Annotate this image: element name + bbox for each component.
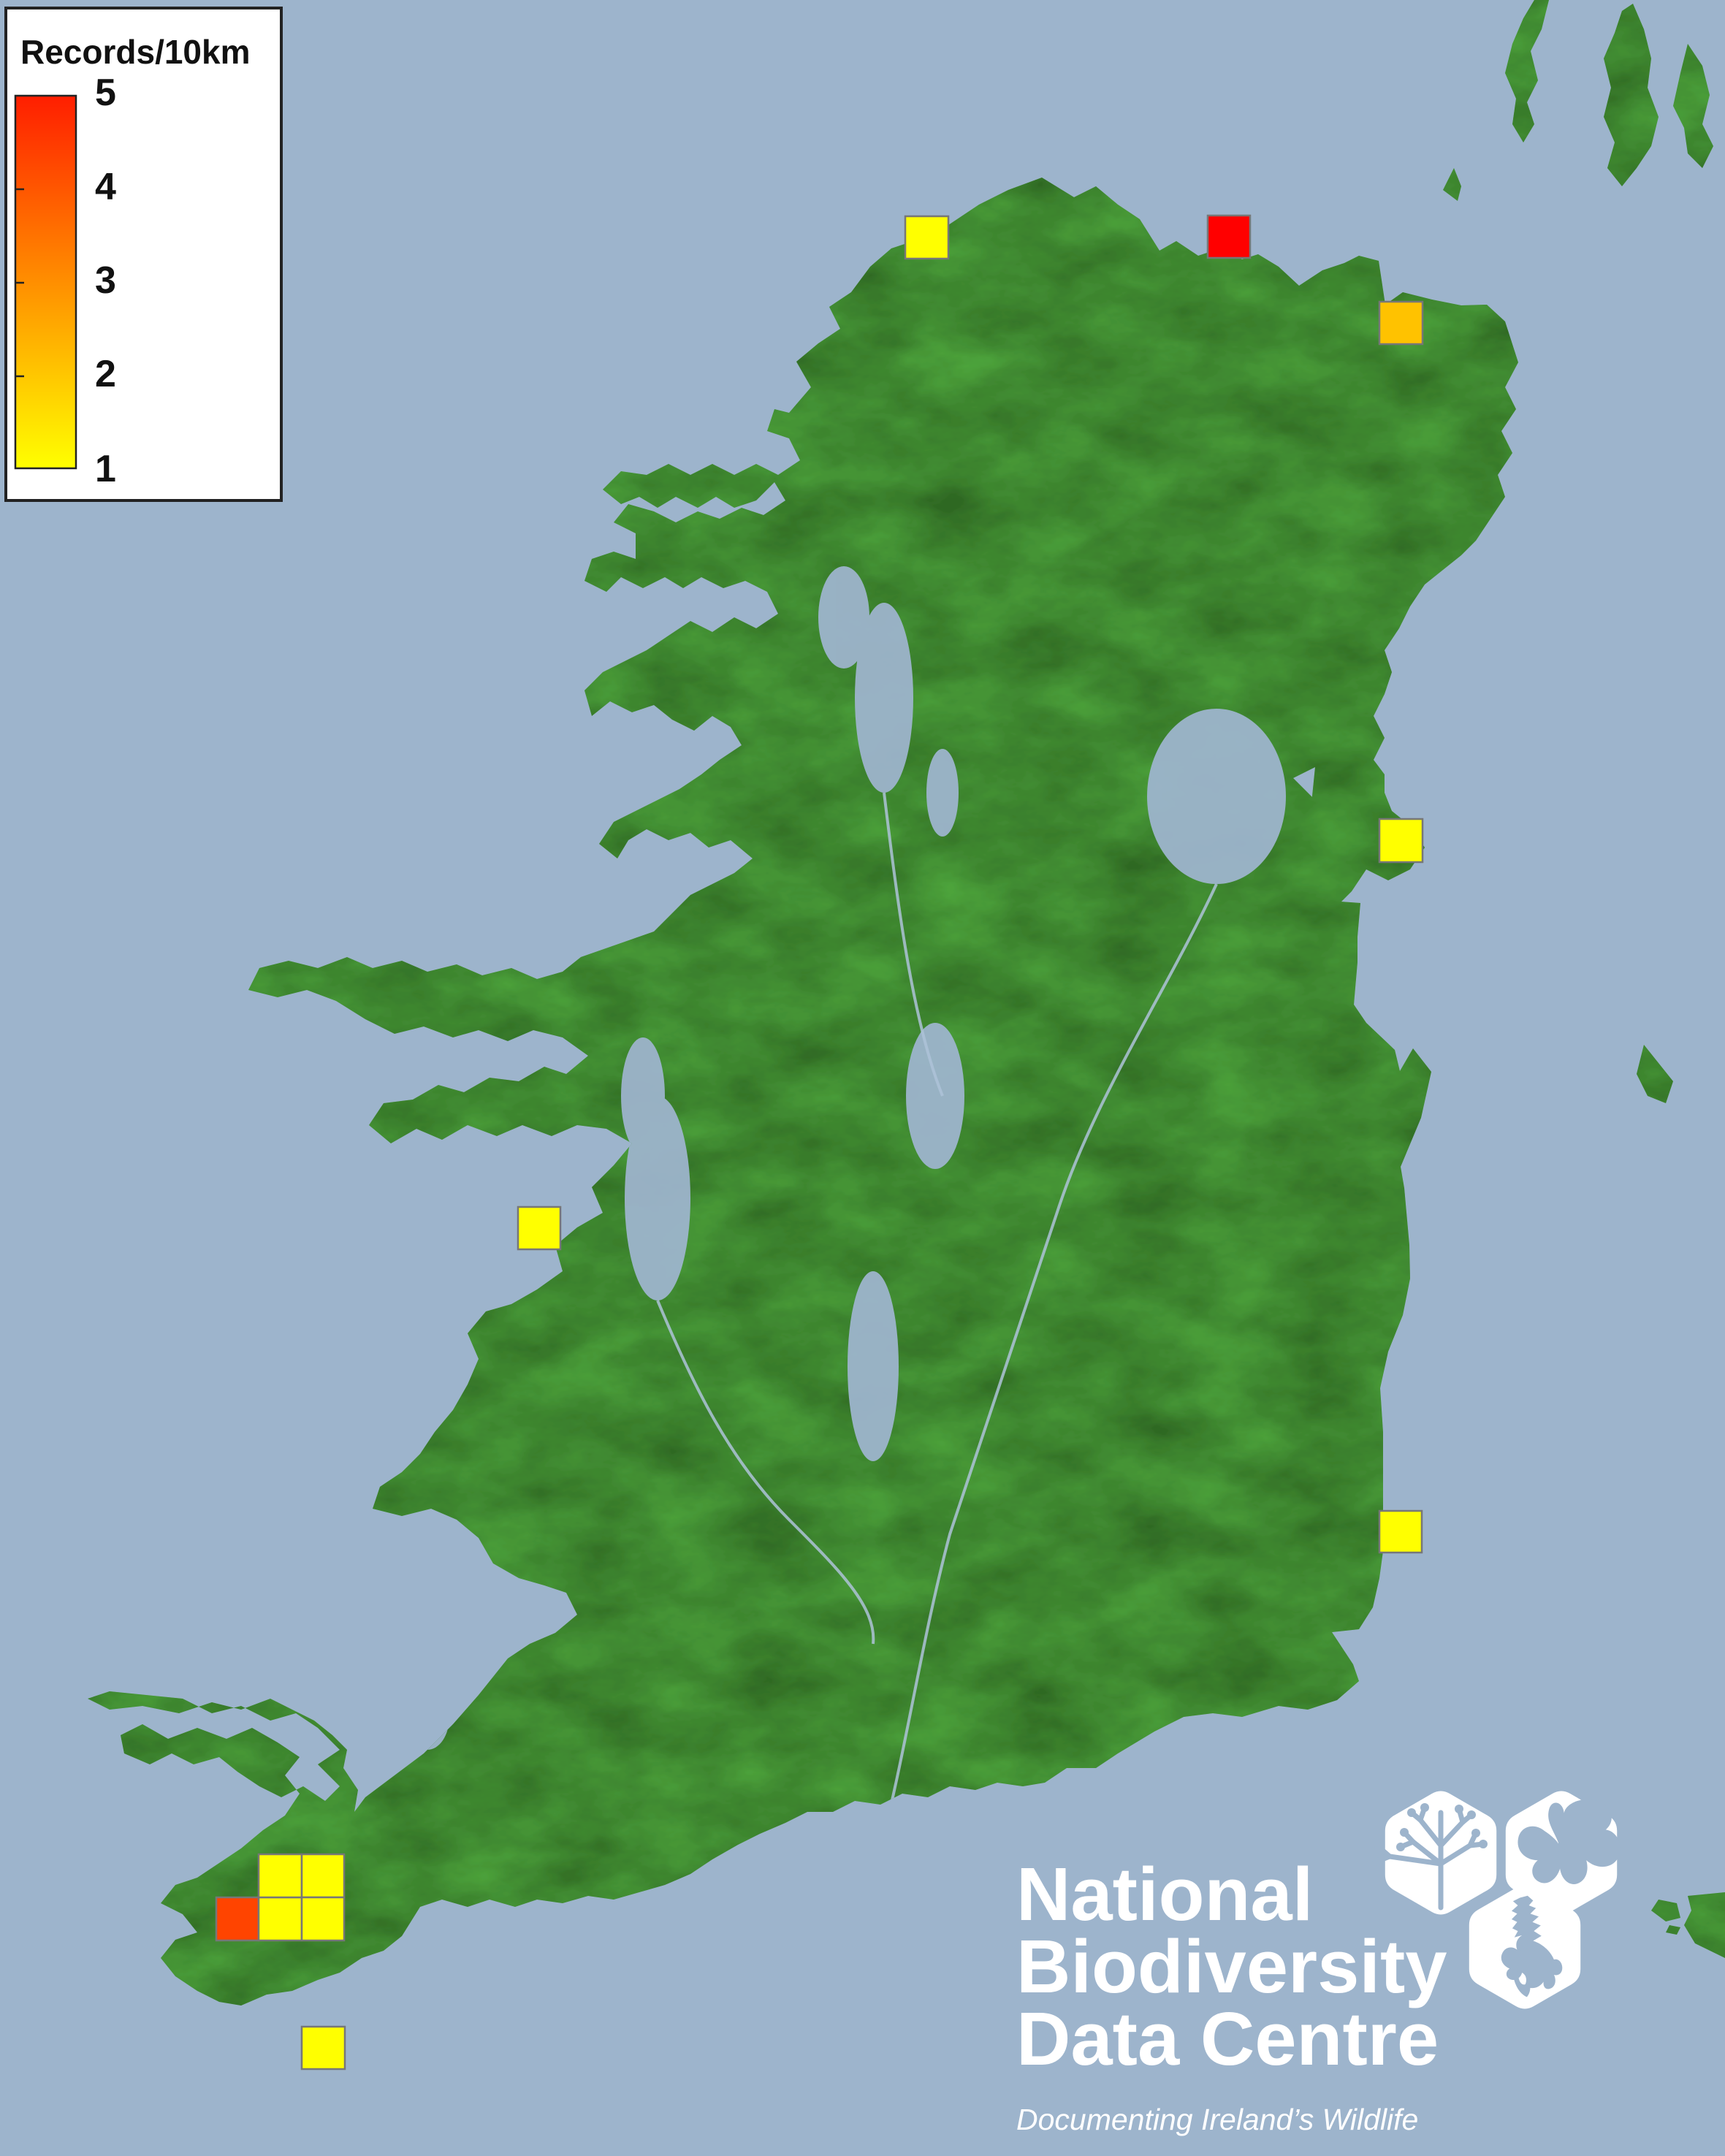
svg-text:1: 1 [95,448,116,490]
svg-text:Records/10km: Records/10km [20,33,251,71]
svg-text:5: 5 [95,72,116,114]
svg-text:Documenting Ireland’s Wildlife: Documenting Ireland’s Wildlife [1016,2103,1418,2136]
svg-text:3: 3 [95,259,116,302]
svg-text:2: 2 [95,353,116,395]
svg-text:Data Centre: Data Centre [1016,1997,1439,2081]
svg-text:Biodiversity: Biodiversity [1016,1924,1447,2008]
svg-text:National: National [1016,1852,1313,1936]
svg-text:4: 4 [95,166,116,208]
